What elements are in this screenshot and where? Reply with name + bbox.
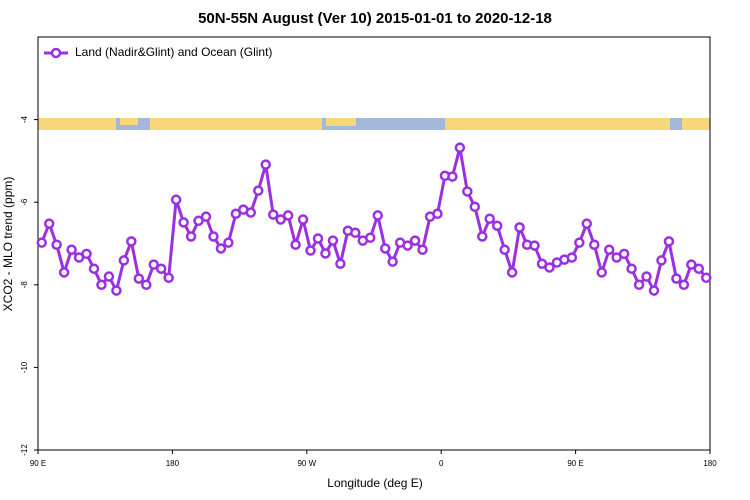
- data-point: [656, 255, 667, 266]
- data-point: [529, 240, 540, 251]
- data-point: [514, 222, 525, 233]
- data-point: [267, 209, 279, 220]
- data-point: [327, 235, 339, 246]
- data-point: [447, 171, 458, 182]
- data-point: [290, 239, 301, 250]
- x-tick-label: 90 E: [30, 459, 46, 468]
- series-line: [40, 146, 708, 293]
- data-point: [133, 273, 145, 284]
- data-point: [648, 285, 660, 296]
- data-point: [574, 237, 585, 248]
- data-point: [312, 233, 324, 244]
- data-point: [118, 255, 130, 266]
- data-point: [88, 263, 100, 274]
- data-point: [215, 243, 227, 254]
- data-point: [111, 285, 122, 296]
- data-point: [208, 231, 219, 242]
- data-point: [417, 244, 428, 255]
- data-point: [200, 211, 212, 222]
- data-point: [126, 236, 137, 247]
- data-point: [282, 210, 294, 221]
- data-point: [81, 248, 92, 260]
- data-point: [432, 208, 443, 220]
- data-point: [686, 259, 697, 270]
- data-point: [581, 218, 593, 229]
- data-point: [141, 279, 152, 291]
- data-point: [618, 248, 630, 260]
- data-point: [275, 214, 286, 225]
- y-tick-label: -6: [20, 198, 29, 206]
- data-point: [245, 207, 257, 218]
- data-point: [170, 194, 182, 205]
- x-tick-label: 90 E: [567, 459, 583, 468]
- data-point: [477, 231, 488, 242]
- data-point: [66, 244, 77, 255]
- data-point: [499, 244, 510, 255]
- data-point: [193, 215, 204, 227]
- y-tick-label: -10: [20, 361, 29, 373]
- data-point: [260, 159, 271, 170]
- data-point: [103, 271, 115, 282]
- data-point: [633, 279, 645, 291]
- data-point: [223, 237, 234, 248]
- data-point: [305, 245, 316, 256]
- legend-marker: [50, 47, 62, 59]
- data-point: [484, 213, 495, 224]
- data-point: [58, 267, 70, 278]
- data-point: [350, 227, 361, 239]
- data-point: [409, 235, 421, 246]
- data-point: [43, 218, 55, 229]
- data-point: [462, 186, 473, 197]
- data-point: [603, 244, 615, 255]
- y-axis-label: XCO2 - MLO trend (ppm): [1, 177, 15, 312]
- data-point: [51, 239, 62, 250]
- x-axis-label: Longitude (deg E): [327, 476, 422, 490]
- data-point: [372, 210, 383, 221]
- data-point: [626, 263, 637, 274]
- data-point: [491, 220, 503, 231]
- data-point: [641, 271, 652, 282]
- data-point: [402, 240, 413, 251]
- data-point: [693, 263, 705, 274]
- y-tick-label: -4: [20, 115, 29, 123]
- x-tick-label: 180: [703, 459, 717, 468]
- data-point: [544, 262, 555, 273]
- plot-frame: [37, 36, 711, 451]
- data-point: [178, 217, 189, 228]
- data-point: [230, 208, 242, 220]
- chart-title: 50N-55N August (Ver 10) 2015-01-01 to 20…: [198, 10, 552, 27]
- data-point: [155, 263, 167, 274]
- data-point: [253, 185, 264, 196]
- legend-label: Land (Nadir&Glint) and Ocean (Glint): [75, 45, 272, 59]
- data-point: [469, 201, 481, 212]
- data-point: [148, 259, 159, 270]
- y-tick-label: -8: [20, 281, 29, 289]
- data-point: [297, 214, 309, 225]
- data-point: [379, 243, 391, 254]
- data-point: [335, 258, 346, 269]
- data-point: [596, 267, 607, 278]
- land-ocean-strip: [38, 118, 710, 130]
- data-point: [506, 267, 518, 278]
- x-tick-label: 90 W: [297, 459, 316, 468]
- x-tick-label: 0: [439, 459, 444, 468]
- data-point: [671, 273, 682, 284]
- y-tick-label: -12: [20, 444, 29, 456]
- data-point: [566, 252, 578, 263]
- data-point: [663, 236, 675, 247]
- data-point: [589, 239, 600, 250]
- data-point: [365, 232, 376, 243]
- data-point: [185, 231, 197, 242]
- data-point: [96, 279, 107, 291]
- data-point: [387, 256, 398, 267]
- data-point: [454, 142, 466, 153]
- x-tick-label: 180: [166, 459, 180, 468]
- data-point: [36, 237, 47, 248]
- data-point: [163, 272, 174, 284]
- data-point: [320, 248, 331, 259]
- data-point: [701, 272, 712, 284]
- data-point: [678, 279, 690, 291]
